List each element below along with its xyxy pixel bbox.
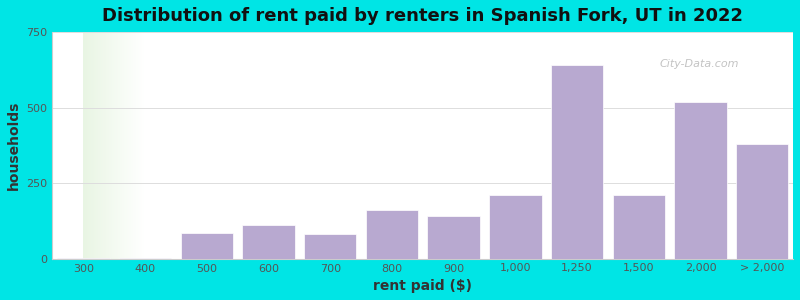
Bar — [304, 235, 357, 259]
Bar — [427, 216, 480, 259]
Bar — [181, 233, 233, 259]
Title: Distribution of rent paid by renters in Spanish Fork, UT in 2022: Distribution of rent paid by renters in … — [102, 7, 743, 25]
Bar — [613, 195, 665, 259]
Bar — [57, 258, 110, 259]
Y-axis label: households: households — [7, 101, 21, 190]
Bar — [119, 258, 171, 259]
Bar — [366, 210, 418, 259]
Bar — [551, 65, 603, 259]
Text: City-Data.com: City-Data.com — [660, 59, 739, 69]
X-axis label: rent paid ($): rent paid ($) — [374, 279, 472, 293]
Bar — [736, 144, 789, 259]
Bar — [242, 225, 294, 259]
Bar — [674, 101, 726, 259]
Bar — [489, 195, 542, 259]
